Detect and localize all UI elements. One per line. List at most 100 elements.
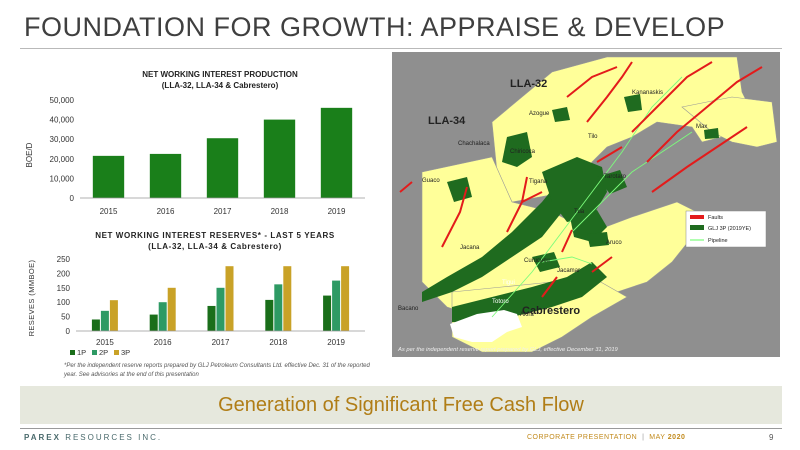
kananaskis-field xyxy=(624,94,642,112)
reserves-chart-title: NET WORKING INTEREST RESERVES* - LAST 5 … xyxy=(95,231,335,240)
tigui-field xyxy=(452,262,607,324)
field-label-chachalaca: Chachalaca xyxy=(458,141,490,147)
production-x-tick-label: 2016 xyxy=(157,207,175,216)
production-x-ticks: 2015 2016 2017 2018 2019 xyxy=(100,207,346,216)
page-number: 9 xyxy=(769,433,774,442)
aruco-field xyxy=(587,232,609,247)
reserves-bar-1p xyxy=(207,305,216,331)
banner-text: Generation of Significant Free Cash Flow xyxy=(218,393,584,416)
reserves-legend: 1P 2P 3P xyxy=(70,348,130,357)
cabrestero-label: Cabrestero xyxy=(522,305,580,317)
reserves-bar-1p xyxy=(149,314,158,331)
reserves-legend-swatch xyxy=(92,350,97,355)
production-bar xyxy=(263,119,296,198)
production-bar xyxy=(206,138,239,198)
map-caption: As per the independent reserve report pr… xyxy=(397,347,619,353)
production-y-tick-label: 50,000 xyxy=(50,96,75,105)
reserves-bar-1p xyxy=(265,299,274,331)
production-bar xyxy=(149,153,182,198)
reserves-y-tick-label: 0 xyxy=(66,327,71,336)
reserves-legend-label: 3P xyxy=(121,348,130,357)
glj-legend-label: GLJ 3P (2019YE) xyxy=(708,226,751,232)
presentation-year: 2020 xyxy=(667,434,686,441)
production-x-tick-label: 2018 xyxy=(271,207,289,216)
production-bar xyxy=(92,155,125,198)
presentation-name: CORPORATE PRESENTATION xyxy=(527,434,638,441)
max-field xyxy=(704,128,719,139)
field-label-jacana: Jacana xyxy=(460,245,480,251)
reserves-y-tick-label: 50 xyxy=(61,313,70,322)
reserves-x-tick-label: 2017 xyxy=(212,338,230,347)
field-label-azogue: Azogue xyxy=(529,111,550,117)
production-y-tick-label: 10,000 xyxy=(50,174,75,183)
field-label-akira: Akira xyxy=(520,312,534,318)
azogue-field xyxy=(552,107,570,122)
reserves-legend-label: 2P xyxy=(99,348,108,357)
production-x-tick-label: 2019 xyxy=(328,207,346,216)
llA34-label: LLA-34 xyxy=(428,115,466,127)
production-x-tick-label: 2015 xyxy=(100,207,118,216)
production-y-axis-label: BOE/D xyxy=(25,142,34,167)
field-label-jacamar: Jacamar xyxy=(557,268,580,274)
production-x-tick-label: 2017 xyxy=(214,207,232,216)
field-label-totoro: Totoro xyxy=(492,299,509,305)
reserves-bar-2p xyxy=(100,310,109,331)
production-bar xyxy=(320,107,353,198)
faults-legend-label: Faults xyxy=(708,215,723,221)
reserves-bar-2p xyxy=(274,284,283,331)
company-name-rest: RESOURCES INC. xyxy=(60,433,163,442)
production-y-tick-label: 40,000 xyxy=(50,116,75,125)
fault-lines xyxy=(399,61,763,298)
map-legend: Faults GLJ 3P (2019YE) Pipeline xyxy=(685,210,767,248)
reserves-bar-2p xyxy=(216,287,225,331)
reserves-bar-3p xyxy=(341,266,350,331)
reserves-bar-2p xyxy=(332,280,341,331)
field-label-chiricoca: Chiricoca xyxy=(510,149,536,155)
reserves-legend-label: 1P xyxy=(77,348,86,357)
reserves-x-ticks: 2015 2016 2017 2018 2019 xyxy=(96,338,346,347)
reserves-bar-3p xyxy=(225,266,234,331)
field-label-max: Max xyxy=(696,124,707,130)
map-blank-area xyxy=(450,310,522,342)
chachalaca-field xyxy=(502,132,532,167)
reserves-chart: NET WORKING INTEREST RESERVES* - LAST 5 … xyxy=(27,231,365,357)
reserves-footnote: *Per the independent reserve reports pre… xyxy=(64,363,370,378)
reserves-legend-swatch xyxy=(70,350,75,355)
reserves-y-tick-label: 200 xyxy=(57,269,71,278)
faults-legend-swatch xyxy=(690,215,704,219)
reserves-legend-swatch xyxy=(114,350,119,355)
reserves-x-tick-label: 2019 xyxy=(327,338,345,347)
field-label-tarotaro: Tarotaro xyxy=(604,174,627,180)
pipeline-legend-label: Pipeline xyxy=(708,238,728,244)
reserves-y-ticks: 0 50 100 150 200 250 xyxy=(57,255,71,336)
reserves-map: LLA-32 LLA-34 Cabrestero Kananaskis Azog… xyxy=(392,52,780,357)
reserves-x-tick-label: 2016 xyxy=(154,338,172,347)
reserves-bar-3p xyxy=(109,300,118,331)
field-label-tigana: Tigana xyxy=(529,179,548,185)
company-name-bold: PAREX xyxy=(24,433,61,442)
title-divider xyxy=(20,48,782,49)
production-y-tick-label: 0 xyxy=(70,194,75,203)
footer-separator: | xyxy=(642,434,645,441)
slide-title: FOUNDATION FOR GROWTH: APPRAISE & DEVELO… xyxy=(24,12,726,42)
reserves-x-tick-label: 2015 xyxy=(96,338,114,347)
presentation-month: MAY xyxy=(649,434,666,441)
main-field-trend xyxy=(422,162,592,302)
reserves-y-axis-label: RESEVES (MMBOE) xyxy=(27,259,36,336)
field-label-tilo: Tilo xyxy=(588,134,598,140)
footer-divider xyxy=(20,428,782,429)
field-label-tigui: Tigui xyxy=(502,280,515,286)
reserves-bar-2p xyxy=(158,302,167,331)
reserves-chart-subtitle: (LLA-32, LLA-34 & Cabrestero) xyxy=(148,242,282,251)
reserves-bar-1p xyxy=(323,295,332,331)
reserves-bar-3p xyxy=(167,287,176,331)
production-y-tick-label: 30,000 xyxy=(50,135,75,144)
pipeline-south xyxy=(541,256,593,265)
reserves-y-tick-label: 250 xyxy=(57,255,71,264)
production-chart-subtitle: (LLA-32, LLA-34 & Cabrestero) xyxy=(162,81,279,90)
field-label-tua: Tua xyxy=(574,209,585,215)
production-bars xyxy=(92,107,353,198)
reserves-bar-3p xyxy=(283,266,292,331)
field-label-kananaskis: Kananaskis xyxy=(632,90,663,96)
production-y-tick-label: 20,000 xyxy=(50,155,75,164)
